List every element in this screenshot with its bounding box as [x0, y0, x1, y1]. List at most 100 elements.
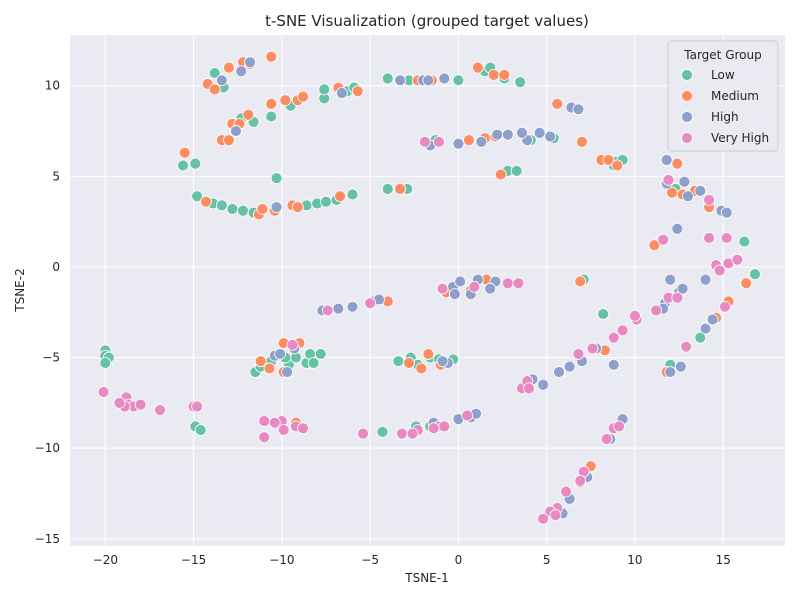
- point-very-high: [616, 324, 629, 337]
- point-high: [346, 300, 359, 313]
- point-low: [514, 76, 527, 89]
- point-high: [676, 282, 689, 295]
- point-medium: [291, 201, 304, 214]
- point-very-high: [607, 331, 620, 344]
- point-high: [537, 378, 550, 391]
- point-medium: [222, 134, 235, 146]
- y-tick-label: −10: [35, 441, 60, 455]
- point-high: [215, 74, 228, 87]
- point-medium: [265, 50, 278, 63]
- point-high: [394, 74, 407, 87]
- point-medium: [422, 348, 435, 360]
- point-low: [177, 159, 189, 172]
- point-very-high: [427, 422, 440, 435]
- point-very-high: [560, 485, 572, 498]
- legend-box: [667, 40, 779, 152]
- point-high: [475, 136, 488, 148]
- point-high: [544, 130, 557, 143]
- legend-marker-low: [681, 69, 693, 81]
- point-high: [491, 128, 504, 141]
- point-very-high: [191, 400, 204, 413]
- point-high: [664, 273, 677, 286]
- point-medium: [256, 203, 269, 215]
- point-very-high: [286, 338, 299, 351]
- point-medium: [263, 362, 276, 375]
- point-high: [516, 126, 528, 139]
- point-low: [381, 183, 394, 195]
- point-very-high: [406, 427, 419, 440]
- point-low: [749, 268, 761, 281]
- point-very-high: [731, 253, 744, 266]
- point-high: [553, 366, 565, 378]
- point-low: [189, 157, 202, 170]
- point-high: [660, 154, 673, 166]
- point-medium: [498, 68, 511, 81]
- y-tick-label: 0: [52, 260, 60, 274]
- point-high: [448, 288, 461, 301]
- point-medium: [611, 159, 624, 172]
- point-very-high: [537, 512, 550, 525]
- point-high: [452, 137, 465, 150]
- point-very-high: [97, 386, 110, 398]
- point-very-high: [396, 427, 408, 440]
- point-medium: [297, 90, 309, 103]
- point-high: [572, 103, 585, 116]
- point-high: [270, 201, 283, 214]
- point-very-high: [600, 433, 613, 445]
- x-tick-label: 15: [716, 553, 731, 567]
- point-medium: [403, 357, 415, 369]
- point-very-high: [572, 348, 585, 360]
- point-very-high: [364, 297, 377, 310]
- legend-label-high: High: [711, 110, 739, 124]
- point-very-high: [720, 232, 733, 244]
- point-low: [510, 165, 523, 177]
- point-high: [335, 87, 348, 99]
- point-high: [332, 302, 345, 315]
- point-very-high: [574, 474, 587, 487]
- point-very-high: [438, 420, 451, 433]
- point-medium: [671, 157, 684, 170]
- point-low: [208, 67, 221, 79]
- point-low: [392, 355, 405, 368]
- point-medium: [265, 97, 278, 110]
- point-low: [597, 308, 610, 320]
- point-very-high: [154, 404, 166, 416]
- point-medium: [254, 355, 267, 368]
- y-axis-label: TSNE-2: [13, 268, 27, 312]
- point-very-high: [586, 342, 599, 355]
- point-high: [664, 366, 677, 378]
- point-medium: [200, 195, 212, 208]
- point-medium: [351, 85, 364, 98]
- point-very-high: [436, 282, 449, 295]
- data-points: [97, 50, 761, 525]
- point-high: [533, 126, 546, 139]
- plot-background: [70, 35, 785, 546]
- x-tick-label: −15: [181, 553, 206, 567]
- point-low: [270, 172, 283, 185]
- point-medium: [394, 183, 407, 195]
- legend-label-low: Low: [711, 68, 735, 82]
- point-very-high: [321, 304, 334, 317]
- point-very-high: [657, 233, 670, 246]
- point-medium: [208, 83, 221, 96]
- y-tick-label: 5: [52, 169, 60, 183]
- point-very-high: [629, 309, 641, 322]
- point-very-high: [277, 424, 290, 436]
- point-high: [501, 128, 514, 141]
- point-very-high: [258, 431, 271, 444]
- point-high: [699, 273, 712, 286]
- point-very-high: [433, 136, 445, 148]
- point-high: [422, 74, 435, 87]
- point-very-high: [680, 340, 693, 353]
- point-medium: [222, 61, 235, 74]
- point-high: [699, 322, 712, 335]
- legend-marker-very-high: [681, 132, 693, 144]
- point-high: [682, 190, 694, 203]
- legend-marker-high: [681, 111, 693, 123]
- point-medium: [551, 97, 564, 110]
- point-very-high: [662, 174, 675, 186]
- point-medium: [576, 136, 588, 148]
- legend-marker-medium: [681, 90, 693, 102]
- point-very-high: [418, 136, 431, 148]
- point-low: [215, 199, 228, 212]
